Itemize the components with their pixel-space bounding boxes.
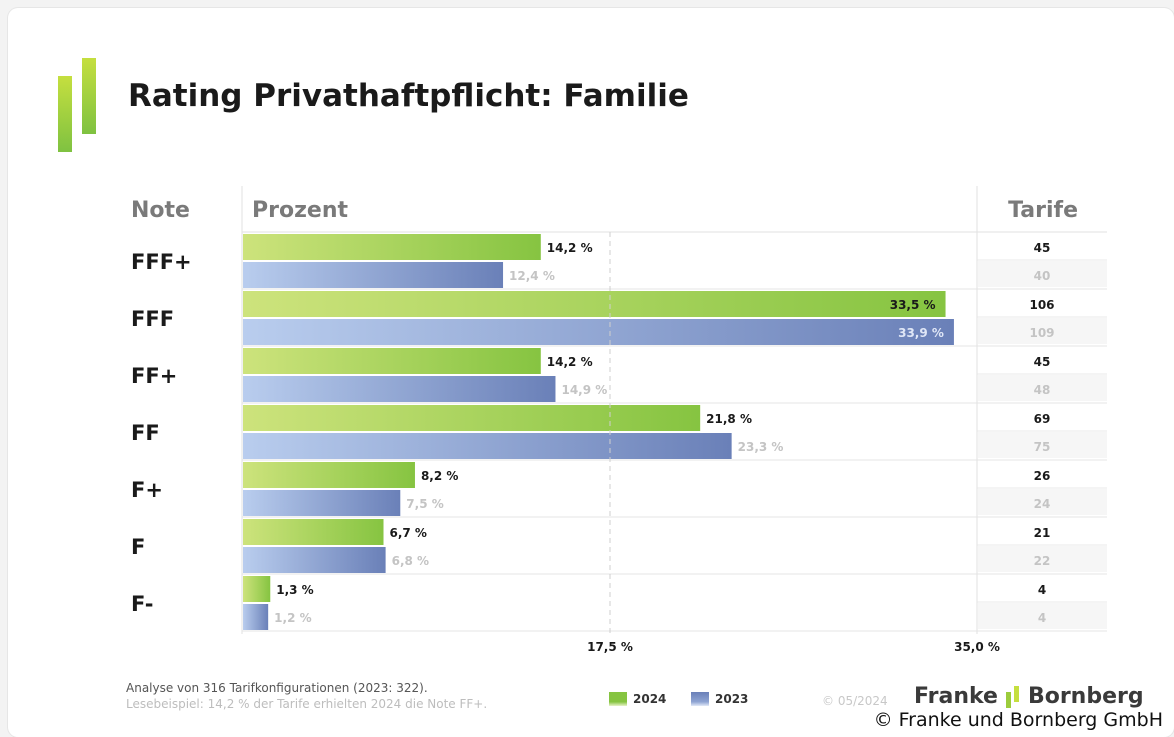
value-label-2023-fff: 33,9 % bbox=[898, 326, 944, 340]
tarife-2024-f-plus: 26 bbox=[1034, 469, 1051, 483]
bar-2024-f-plus bbox=[243, 462, 415, 488]
category-label-ff-plus: FF+ bbox=[131, 364, 177, 388]
bar-2024-ff bbox=[243, 405, 701, 431]
category-label-fff-plus: FFF+ bbox=[131, 250, 192, 274]
tarife-2024-fff: 106 bbox=[1029, 298, 1054, 312]
tarife-2023-bg bbox=[978, 261, 1107, 287]
copyright-notice: © Franke und Bornberg GmbH bbox=[870, 709, 1166, 731]
bar-2023-f bbox=[243, 547, 386, 573]
bar-2023-f-plus bbox=[243, 490, 401, 516]
footer-date: © 05/2024 bbox=[822, 694, 888, 708]
value-label-2024-f-plus: 8,2 % bbox=[421, 469, 458, 483]
brand-logo: Franke Bornberg bbox=[914, 684, 1144, 709]
brand-mark-icon bbox=[1005, 686, 1019, 708]
value-label-2023-f-minus: 1,2 % bbox=[274, 611, 311, 625]
tick-label-17-5: 17,5 % bbox=[587, 640, 633, 654]
tarife-2024-f-minus: 4 bbox=[1038, 583, 1046, 597]
legend-label-2023: 2023 bbox=[715, 692, 749, 706]
tarife-2023-bg bbox=[978, 603, 1107, 629]
chart-title: Rating Privathaftpflicht: Familie bbox=[128, 78, 689, 114]
header-tarife: Tarife bbox=[1008, 198, 1078, 223]
footer-analysis: Analyse von 316 Tarifkonfigurationen (20… bbox=[126, 681, 428, 695]
bar-2023-ff-plus bbox=[243, 376, 556, 402]
tarife-2024-ff-plus: 45 bbox=[1034, 355, 1051, 369]
value-label-2024-f: 6,7 % bbox=[390, 526, 427, 540]
value-label-2023-fff-plus: 12,4 % bbox=[509, 269, 555, 283]
tarife-2023-bg bbox=[978, 546, 1107, 572]
category-label-f-minus: F- bbox=[131, 592, 153, 616]
value-label-2023-ff: 23,3 % bbox=[738, 440, 784, 454]
value-label-2023-f-plus: 7,5 % bbox=[406, 497, 443, 511]
legend-item-2023: 2023 bbox=[691, 690, 748, 708]
header-prozent: Prozent bbox=[252, 198, 348, 223]
tarife-2023-fff: 109 bbox=[1029, 326, 1054, 340]
bar-2024-fff bbox=[243, 291, 946, 317]
category-label-f: F bbox=[131, 535, 145, 559]
bar-2023-fff bbox=[243, 319, 954, 345]
tarife-2023-bg bbox=[978, 318, 1107, 344]
value-label-2024-fff-plus: 14,2 % bbox=[547, 241, 593, 255]
legend-swatch-2024 bbox=[609, 692, 627, 706]
logo-bars-icon bbox=[58, 58, 96, 152]
tarife-2023-bg bbox=[978, 489, 1107, 515]
category-label-ff: FF bbox=[131, 421, 160, 445]
tarife-2023-bg bbox=[978, 432, 1107, 458]
tarife-2023-f-plus: 24 bbox=[1034, 497, 1051, 511]
tarife-2024-fff-plus: 45 bbox=[1034, 241, 1051, 255]
value-label-2024-ff-plus: 14,2 % bbox=[547, 355, 593, 369]
value-label-2024-f-minus: 1,3 % bbox=[276, 583, 313, 597]
category-label-f-plus: F+ bbox=[131, 478, 163, 502]
bar-2024-fff-plus bbox=[243, 234, 541, 260]
legend-label-2024: 2024 bbox=[633, 692, 667, 706]
header-note: Note bbox=[131, 198, 190, 223]
footer-example: Lesebeispiel: 14,2 % der Tarife erhielte… bbox=[126, 697, 488, 711]
tarife-2023-fff-plus: 40 bbox=[1034, 269, 1051, 283]
tarife-2023-bg bbox=[978, 375, 1107, 401]
bar-2023-ff bbox=[243, 433, 732, 459]
value-label-2023-f: 6,8 % bbox=[392, 554, 429, 568]
bar-2024-f-minus bbox=[243, 576, 271, 602]
value-label-2024-ff: 21,8 % bbox=[706, 412, 752, 426]
tarife-2023-ff: 75 bbox=[1034, 440, 1051, 454]
bar-2023-fff-plus bbox=[243, 262, 504, 288]
tick-label-35: 35,0 % bbox=[954, 640, 1000, 654]
tarife-2023-f-minus: 4 bbox=[1038, 611, 1046, 625]
legend-item-2024: 2024 bbox=[609, 690, 666, 708]
legend-swatch-2023 bbox=[691, 692, 709, 706]
value-label-2023-ff-plus: 14,9 % bbox=[561, 383, 607, 397]
tarife-2024-f: 21 bbox=[1034, 526, 1051, 540]
brand-name-right: Bornberg bbox=[1027, 684, 1144, 709]
bar-2024-ff-plus bbox=[243, 348, 541, 374]
brand-name-left: Franke bbox=[914, 684, 998, 709]
bar-2024-f bbox=[243, 519, 384, 545]
tarife-2024-ff: 69 bbox=[1034, 412, 1051, 426]
category-label-fff: FFF bbox=[131, 307, 174, 331]
tarife-2023-f: 22 bbox=[1034, 554, 1051, 568]
bar-2023-f-minus bbox=[243, 604, 269, 630]
tarife-2023-ff-plus: 48 bbox=[1034, 383, 1051, 397]
value-label-2024-fff: 33,5 % bbox=[890, 298, 936, 312]
